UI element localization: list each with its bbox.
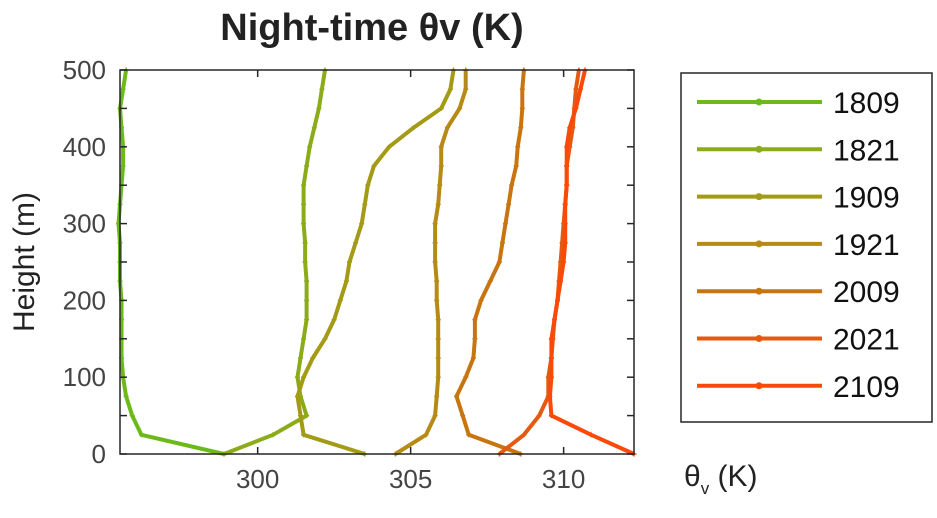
legend-item-2021: 2021 [697,324,900,357]
y-tick-label: 400 [63,132,106,162]
series-1809 [115,67,227,457]
x-tick-label: 305 [389,464,432,494]
legend-item-1909: 1909 [697,182,900,215]
series-line-1809 [116,69,225,456]
y-tick-label: 0 [92,439,106,469]
y-tick-label: 500 [63,55,106,85]
x-axis-label-subscript: v [701,479,710,498]
axis-ticks: 300 305 310 0 100 200 300 400 500 [63,55,634,494]
x-tick-label: 310 [542,464,585,494]
legend-item-1809: 1809 [697,87,900,120]
legend-marker [755,335,763,342]
series-line-2021 [498,69,581,456]
legend-marker [755,193,763,201]
legend-label: 1809 [833,87,900,120]
x-axis-label: θv (K) [684,460,758,498]
legend-label: 2009 [833,276,900,309]
legend-item-1821: 1821 [697,134,900,167]
legend-marker [755,287,763,295]
legend-label: 2021 [833,324,900,357]
legend-label: 1921 [833,229,900,262]
plot-frame [119,69,635,455]
series-1921 [392,67,469,457]
x-axis-label-main: θ [684,460,701,493]
series-1821 [221,67,328,457]
series-line-1909 [295,69,456,456]
legend-item-2109: 2109 [697,371,900,404]
legend-label: 2109 [833,371,900,404]
y-tick-label: 300 [63,209,106,239]
legend-marker [755,240,763,248]
legend-item-1921: 1921 [697,229,900,262]
x-axis-label-unit: (K) [709,460,757,493]
series-line-2009 [454,69,526,456]
series-2009 [454,67,527,457]
series-2109 [547,67,637,457]
series-1909 [294,67,456,457]
legend-item-2009: 2009 [697,276,900,309]
y-axis-label: Height (m) [8,192,41,332]
legend-marker [755,145,763,153]
legend-label: 1821 [833,134,900,167]
chart-title: Night-time θv (K) [220,7,523,49]
y-tick-label: 100 [63,362,106,392]
legend-label: 1909 [833,182,900,215]
y-tick-label: 200 [63,285,106,315]
x-tick-label: 300 [236,464,279,494]
legend-marker [755,98,763,106]
legend-marker [755,382,763,390]
series-layer [115,67,637,457]
legend: 1809 1821 1909 1921 2009 2021 2109 [680,72,933,423]
legend-box [680,72,933,423]
series-line-1821 [223,69,327,456]
